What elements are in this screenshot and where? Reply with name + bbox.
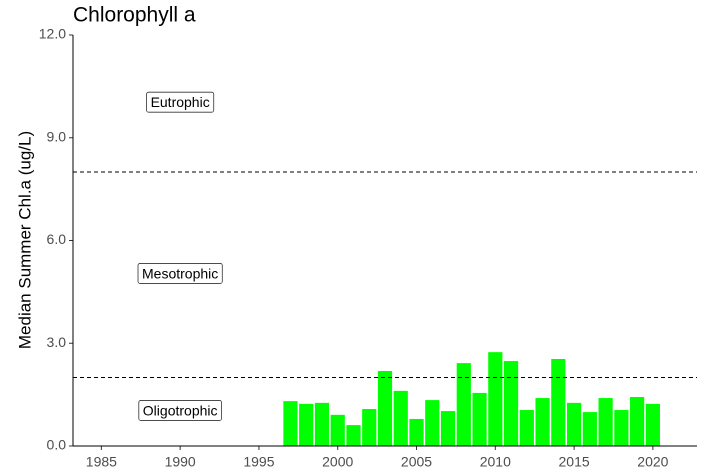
bar	[535, 398, 550, 446]
x-tick-label: 2005	[401, 454, 432, 470]
x-tick-label: 1990	[165, 454, 196, 470]
y-tick-label: 3.0	[47, 334, 67, 350]
x-tick-label: 2020	[637, 454, 668, 470]
bar	[393, 390, 408, 446]
bar	[456, 363, 471, 446]
bar	[645, 403, 660, 446]
annotation-box	[137, 263, 223, 284]
x-tick-label: 2015	[559, 454, 590, 470]
bar	[314, 402, 330, 446]
y-tick-label: 6.0	[47, 231, 67, 247]
bar	[283, 401, 298, 446]
bar	[425, 400, 440, 446]
annotation-box	[138, 400, 222, 421]
y-tick-label: 9.0	[47, 128, 67, 144]
y-axis-label: Median Summer Chl.a (ug/L)	[15, 131, 34, 349]
bar	[472, 392, 487, 446]
bar	[330, 414, 345, 446]
annotation: Mesotrophic	[142, 265, 218, 281]
bar	[488, 352, 503, 446]
annotation-box	[146, 91, 215, 113]
annotation: Eutrophic	[151, 94, 210, 110]
bar	[614, 410, 629, 446]
bar	[582, 412, 597, 446]
chart-title: Chlorophyll a	[73, 4, 196, 27]
x-tick-label: 2000	[322, 454, 353, 470]
bar	[346, 425, 361, 446]
y-tick-label: 0.0	[47, 437, 67, 453]
bar	[551, 359, 566, 446]
bar	[598, 398, 613, 446]
bar	[362, 409, 377, 446]
bar	[440, 411, 456, 446]
annotation: Oligotrophic	[143, 402, 218, 418]
x-tick-label: 2010	[480, 454, 511, 470]
y-tick-label: 12.0	[39, 26, 66, 42]
bar	[567, 402, 582, 446]
bar	[299, 403, 314, 446]
bar	[630, 397, 645, 446]
bar	[503, 361, 519, 446]
x-tick-label: 1995	[243, 454, 274, 470]
bar	[409, 418, 424, 446]
bar	[377, 370, 393, 446]
x-tick-label: 1985	[86, 454, 117, 470]
bar	[519, 410, 534, 446]
